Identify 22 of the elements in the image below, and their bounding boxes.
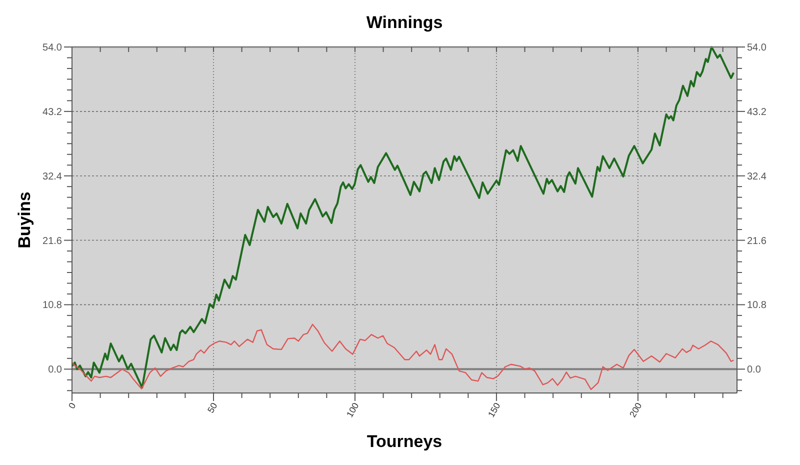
y-tick-label: 10.8 (42, 300, 62, 312)
y2-tick-label: 21.6 (747, 236, 767, 247)
y-tick-label: 21.6 (42, 236, 62, 247)
y2-tick-label: 0.0 (747, 364, 762, 376)
y2-tick-label: 10.8 (747, 300, 767, 312)
x-tick-label: 150 (486, 401, 502, 420)
x-tick-label: 200 (628, 401, 644, 420)
y-axis-title: Buyins (15, 192, 34, 248)
chart-title: Winnings (366, 13, 443, 32)
y2-tick-label: 43.2 (747, 106, 767, 118)
y-tick-label: 0.0 (48, 364, 62, 376)
x-tick-label: 50 (206, 401, 220, 415)
y-tick-label: 32.4 (42, 171, 62, 182)
line-series (71, 324, 734, 390)
x-tick-label: 100 (344, 401, 361, 420)
y-tick-label: 54.0 (42, 42, 62, 54)
y-tick-label: 43.2 (42, 106, 62, 118)
x-tick-label: 0 (66, 401, 78, 410)
y2-tick-label: 54.0 (747, 42, 767, 54)
x-axis-title: Tourneys (366, 432, 442, 451)
line-series (71, 46, 735, 389)
y2-tick-label: 32.4 (747, 171, 767, 182)
